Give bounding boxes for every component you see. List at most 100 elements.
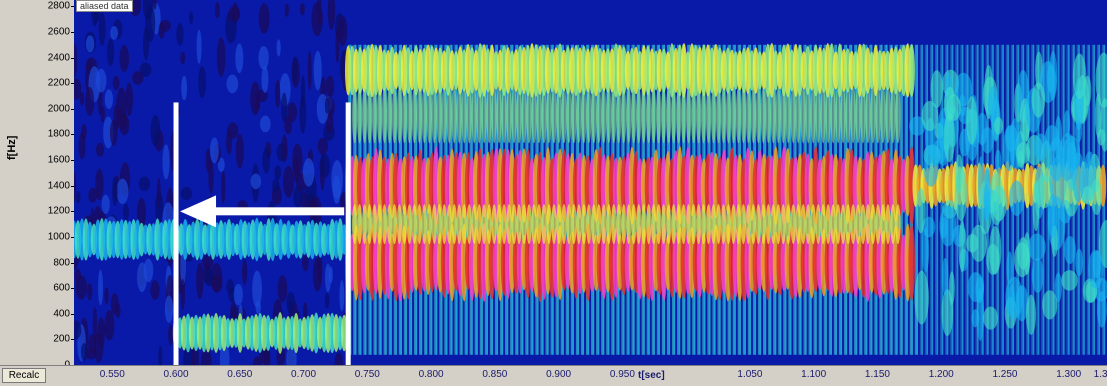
band-segment bbox=[680, 87, 687, 144]
band-segment bbox=[441, 87, 447, 144]
noise-blob bbox=[299, 94, 307, 134]
band-segment bbox=[566, 204, 572, 245]
noise-blob bbox=[235, 133, 244, 169]
y-tick-label: 2400 bbox=[47, 52, 70, 64]
noise-blob bbox=[1099, 98, 1107, 152]
x-tick-label: 1.150 bbox=[864, 369, 890, 380]
noise-blob bbox=[252, 270, 262, 308]
noise-blob bbox=[334, 352, 343, 365]
band-segment bbox=[546, 87, 552, 144]
spectrogram-plot[interactable]: aliased data bbox=[74, 0, 1107, 365]
band-segment bbox=[705, 204, 712, 245]
noise-blob bbox=[138, 176, 151, 191]
noise-blob bbox=[281, 134, 288, 163]
band-segment bbox=[676, 87, 682, 144]
band-segment bbox=[521, 87, 527, 144]
y-tick-mark bbox=[71, 236, 74, 238]
band-segment bbox=[471, 204, 477, 245]
noise-blob bbox=[916, 188, 926, 234]
band-segment bbox=[621, 87, 627, 144]
x-tick-label: 0.700 bbox=[291, 369, 317, 380]
noise-blob bbox=[110, 25, 119, 40]
y-tick-label: 400 bbox=[53, 308, 70, 320]
noise-blob bbox=[1095, 52, 1107, 108]
x-axis-label: t[sec] bbox=[638, 370, 665, 381]
noise-blob bbox=[74, 320, 82, 340]
y-tick-mark bbox=[71, 262, 74, 264]
noise-blob bbox=[287, 102, 298, 123]
band-segment bbox=[765, 87, 771, 144]
noise-blob bbox=[211, 274, 223, 293]
noise-blob bbox=[921, 227, 930, 273]
noise-blob bbox=[180, 51, 186, 65]
x-tick-label: 0.750 bbox=[354, 369, 380, 380]
band-segment bbox=[710, 204, 717, 245]
noise-blob bbox=[993, 117, 1004, 135]
band-segment bbox=[531, 204, 537, 245]
noise-blob bbox=[987, 86, 999, 124]
band-segment bbox=[616, 204, 622, 245]
noise-blob bbox=[104, 310, 115, 341]
band-segment bbox=[526, 204, 532, 245]
noise-blob bbox=[914, 270, 929, 325]
noise-blob bbox=[337, 15, 348, 47]
noise-blob bbox=[958, 220, 966, 273]
band-segment bbox=[456, 87, 462, 144]
y-tick-label: 1400 bbox=[47, 180, 70, 192]
noise-blob bbox=[293, 186, 303, 209]
band-segment bbox=[770, 87, 776, 144]
band-segment bbox=[411, 204, 417, 245]
band-segment bbox=[641, 87, 647, 144]
noise-blob bbox=[302, 301, 308, 322]
noise-blob bbox=[86, 283, 93, 301]
noise-blob bbox=[180, 278, 186, 311]
noise-blob bbox=[241, 259, 248, 285]
noise-blob bbox=[1005, 124, 1018, 152]
band-segment bbox=[800, 87, 806, 144]
band-segment bbox=[908, 146, 915, 226]
noise-blob bbox=[1006, 251, 1013, 285]
band-segment bbox=[446, 87, 452, 144]
y-tick-mark bbox=[71, 339, 74, 341]
noise-blob bbox=[79, 91, 85, 106]
band-segment bbox=[391, 204, 398, 245]
band-segment bbox=[421, 204, 427, 245]
band-segment bbox=[760, 87, 766, 144]
noise-blob bbox=[196, 262, 204, 300]
x-tick-label: 1.250 bbox=[992, 369, 1018, 380]
recalc-button[interactable]: Recalc bbox=[2, 368, 46, 383]
band-segment bbox=[775, 204, 781, 245]
band-segment bbox=[556, 204, 562, 245]
band-segment bbox=[581, 204, 587, 245]
band-segment bbox=[337, 218, 344, 261]
band-segment bbox=[526, 87, 532, 144]
band-segment bbox=[551, 204, 557, 245]
band-segment bbox=[796, 44, 804, 97]
band-segment bbox=[680, 43, 688, 98]
noise-blob bbox=[85, 35, 95, 53]
noise-blob bbox=[981, 127, 994, 154]
y-tick-mark bbox=[71, 83, 74, 85]
noise-blob bbox=[954, 167, 968, 222]
band-segment bbox=[381, 204, 388, 245]
noise-blob bbox=[104, 89, 114, 110]
data-mode-tag: aliased data bbox=[76, 0, 133, 12]
noise-blob bbox=[176, 22, 184, 46]
band-segment bbox=[426, 204, 432, 245]
y-tick-mark bbox=[71, 288, 74, 290]
band-segment bbox=[386, 204, 393, 245]
noise-blob bbox=[941, 257, 949, 296]
band-segment bbox=[616, 87, 622, 144]
band-segment bbox=[591, 204, 597, 245]
band-segment bbox=[391, 87, 398, 144]
noise-blob bbox=[970, 224, 988, 262]
band-segment bbox=[840, 87, 846, 144]
noise-blob bbox=[217, 157, 225, 173]
noise-blob bbox=[97, 317, 105, 349]
band-segment bbox=[800, 204, 806, 245]
noise-blob bbox=[1042, 290, 1058, 320]
band-segment bbox=[715, 204, 722, 245]
band-segment bbox=[366, 204, 373, 245]
y-tick-mark bbox=[71, 211, 74, 213]
band-segment bbox=[476, 204, 482, 245]
